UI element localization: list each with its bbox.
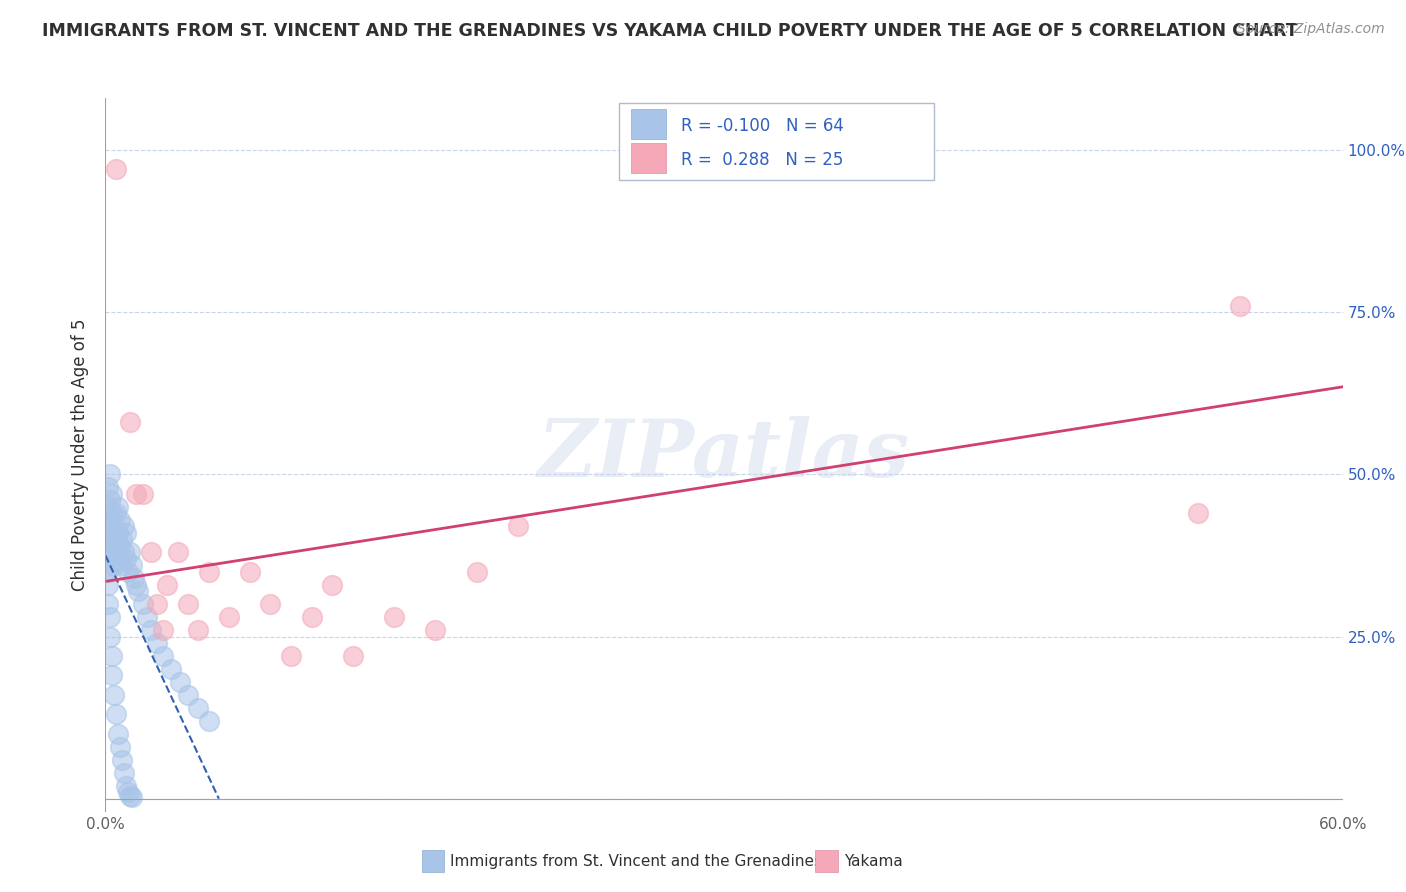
Point bbox=[139, 545, 162, 559]
Point bbox=[104, 162, 127, 177]
Point bbox=[301, 610, 323, 624]
Point bbox=[239, 565, 262, 579]
Text: Yakama: Yakama bbox=[844, 855, 903, 869]
Point bbox=[111, 558, 134, 573]
Point bbox=[100, 668, 122, 682]
Point bbox=[139, 623, 162, 637]
Point bbox=[382, 610, 405, 624]
Point bbox=[117, 785, 139, 799]
Point bbox=[100, 525, 122, 540]
Point bbox=[115, 779, 138, 793]
Point bbox=[169, 675, 191, 690]
Point bbox=[112, 765, 135, 780]
FancyBboxPatch shape bbox=[619, 103, 935, 180]
Point bbox=[218, 610, 240, 624]
Point bbox=[131, 487, 153, 501]
Point bbox=[120, 545, 142, 559]
Point bbox=[96, 577, 118, 591]
Point bbox=[103, 519, 125, 533]
Point bbox=[104, 551, 127, 566]
Point bbox=[104, 707, 127, 722]
Y-axis label: Child Poverty Under the Age of 5: Child Poverty Under the Age of 5 bbox=[72, 318, 90, 591]
Point bbox=[259, 597, 281, 611]
Point bbox=[125, 487, 148, 501]
Point bbox=[146, 636, 169, 650]
Point bbox=[197, 565, 219, 579]
Point bbox=[121, 558, 143, 573]
Point bbox=[135, 610, 157, 624]
Point bbox=[96, 500, 118, 514]
Point bbox=[131, 597, 153, 611]
Point bbox=[107, 500, 129, 514]
Text: IMMIGRANTS FROM ST. VINCENT AND THE GRENADINES VS YAKAMA CHILD POVERTY UNDER THE: IMMIGRANTS FROM ST. VINCENT AND THE GREN… bbox=[42, 22, 1298, 40]
Point bbox=[96, 519, 118, 533]
Point bbox=[425, 623, 447, 637]
Point bbox=[98, 610, 121, 624]
Point bbox=[112, 519, 135, 533]
Point bbox=[342, 648, 364, 663]
Point bbox=[107, 545, 129, 559]
Point bbox=[100, 506, 122, 520]
Point bbox=[96, 565, 118, 579]
Text: R =  0.288   N = 25: R = 0.288 N = 25 bbox=[681, 152, 844, 169]
Point bbox=[121, 789, 143, 804]
Point bbox=[98, 533, 121, 547]
Text: ZIPatlas: ZIPatlas bbox=[538, 417, 910, 493]
Point bbox=[96, 480, 118, 494]
FancyBboxPatch shape bbox=[631, 143, 666, 173]
Point bbox=[146, 597, 169, 611]
Point bbox=[112, 545, 135, 559]
Point bbox=[156, 577, 179, 591]
Point bbox=[152, 623, 174, 637]
Point bbox=[160, 662, 183, 676]
Point bbox=[124, 571, 146, 585]
Point bbox=[152, 648, 174, 663]
Point bbox=[127, 584, 149, 599]
Point bbox=[111, 533, 134, 547]
Point bbox=[197, 714, 219, 728]
Point bbox=[280, 648, 302, 663]
Point bbox=[108, 513, 131, 527]
Point bbox=[187, 701, 209, 715]
Point bbox=[111, 753, 134, 767]
Point bbox=[506, 519, 529, 533]
Point bbox=[117, 565, 139, 579]
Point bbox=[104, 533, 127, 547]
Point bbox=[187, 623, 209, 637]
Point bbox=[104, 506, 127, 520]
Point bbox=[98, 513, 121, 527]
Point bbox=[103, 539, 125, 553]
Point bbox=[115, 551, 138, 566]
Point bbox=[177, 597, 200, 611]
Point bbox=[166, 545, 188, 559]
FancyBboxPatch shape bbox=[631, 109, 666, 139]
Point bbox=[107, 525, 129, 540]
Text: Source: ZipAtlas.com: Source: ZipAtlas.com bbox=[1237, 22, 1385, 37]
Point bbox=[108, 539, 131, 553]
Point bbox=[115, 525, 138, 540]
Point bbox=[120, 789, 142, 803]
Point bbox=[465, 565, 488, 579]
Point bbox=[177, 688, 200, 702]
Point bbox=[98, 558, 121, 573]
Point bbox=[1187, 506, 1209, 520]
Point bbox=[100, 545, 122, 559]
Point bbox=[107, 727, 129, 741]
Text: Immigrants from St. Vincent and the Grenadines: Immigrants from St. Vincent and the Gren… bbox=[450, 855, 823, 869]
Point bbox=[321, 577, 343, 591]
Point bbox=[103, 558, 125, 573]
Point bbox=[98, 493, 121, 508]
Point bbox=[96, 545, 118, 559]
Point bbox=[120, 416, 142, 430]
Point bbox=[98, 467, 121, 482]
Point bbox=[100, 648, 122, 663]
Point bbox=[100, 487, 122, 501]
Point bbox=[108, 739, 131, 754]
Point bbox=[125, 577, 148, 591]
Point bbox=[1229, 299, 1251, 313]
Point bbox=[98, 630, 121, 644]
Text: R = -0.100   N = 64: R = -0.100 N = 64 bbox=[681, 117, 844, 135]
Point bbox=[96, 597, 118, 611]
Point bbox=[103, 688, 125, 702]
